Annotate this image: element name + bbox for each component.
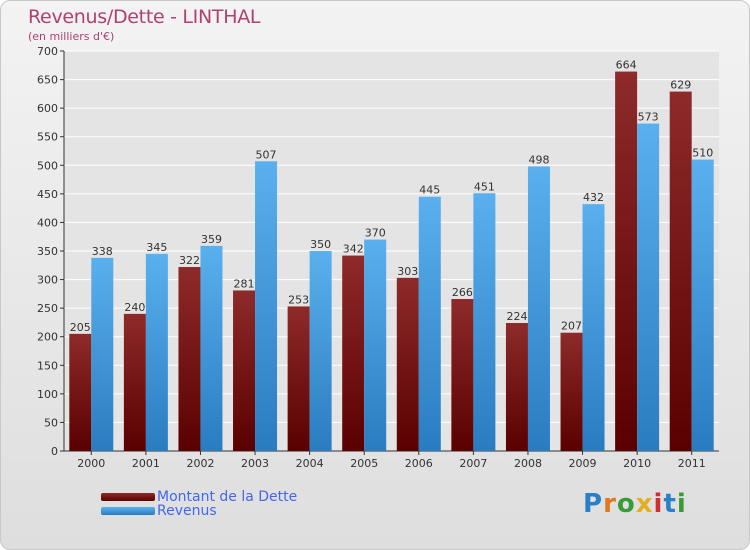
logo-letter: x	[635, 489, 654, 519]
data-label-debt: 664	[616, 59, 637, 72]
data-label-revenue: 451	[474, 180, 495, 193]
data-label-revenue: 573	[638, 111, 659, 124]
data-label-debt: 240	[124, 301, 145, 314]
bar-debt	[615, 71, 638, 452]
bar-revenue	[309, 251, 332, 451]
data-label-revenue: 510	[692, 147, 713, 160]
bar-debt	[669, 91, 692, 452]
y-tick-label: 0	[51, 445, 58, 458]
y-tick-label: 500	[37, 159, 58, 172]
bar-revenue	[637, 123, 660, 452]
data-label-debt: 207	[561, 320, 582, 333]
logo-letter: t	[663, 489, 677, 519]
bar-debt	[287, 306, 310, 451]
bar-debt	[342, 255, 365, 451]
y-tick-label: 650	[37, 74, 58, 87]
bar-revenue	[527, 166, 550, 451]
legend-item-revenue: Revenus	[101, 503, 217, 519]
bar-debt	[69, 333, 92, 451]
data-label-debt: 205	[70, 321, 91, 334]
data-label-revenue: 345	[146, 241, 167, 254]
bar-revenue	[145, 253, 168, 451]
bar-revenue	[364, 239, 387, 451]
chart-title: Revenus/Dette - LINTHAL	[28, 6, 261, 28]
data-label-revenue: 350	[310, 238, 331, 251]
y-tick-label: 400	[37, 216, 58, 229]
y-tick-label: 50	[44, 416, 58, 429]
bar-debt	[123, 313, 146, 451]
bar-revenue	[418, 196, 441, 451]
bar-debt	[178, 267, 201, 451]
legend-swatch-debt	[101, 493, 155, 501]
data-label-revenue: 432	[583, 191, 604, 204]
bar-debt	[560, 332, 583, 451]
bar-revenue	[91, 257, 114, 451]
x-tick-label: 2003	[241, 457, 269, 470]
data-label-revenue: 370	[365, 227, 386, 240]
x-tick-label: 2002	[186, 457, 214, 470]
x-tick-label: 2011	[678, 457, 706, 470]
x-tick-label: 2010	[623, 457, 651, 470]
bar-debt	[451, 299, 474, 451]
data-label-revenue: 498	[528, 153, 549, 166]
data-label-debt: 322	[179, 254, 200, 267]
y-tick-label: 700	[37, 45, 58, 58]
y-tick-label: 350	[37, 245, 58, 258]
y-tick-label: 550	[37, 131, 58, 144]
bar-debt	[505, 323, 528, 451]
bar-debt	[396, 277, 419, 451]
bar-debt	[233, 290, 256, 451]
legend-label-revenue: Revenus	[157, 503, 217, 519]
data-label-revenue: 445	[419, 184, 440, 197]
y-tick-label: 300	[37, 274, 58, 287]
proxiti-logo: Proxiti	[583, 489, 687, 519]
bar-revenue	[255, 161, 278, 452]
x-tick-label: 2009	[569, 457, 597, 470]
logo-letter: o	[616, 489, 636, 519]
data-label-debt: 342	[343, 243, 364, 256]
data-label-revenue: 359	[201, 233, 222, 246]
bar-revenue	[691, 159, 714, 452]
x-tick-label: 2006	[405, 457, 433, 470]
data-label-revenue: 338	[92, 245, 113, 258]
data-label-debt: 253	[288, 293, 309, 306]
data-label-debt: 303	[397, 265, 418, 278]
logo-letter: r	[603, 489, 617, 519]
legend-swatch-revenue	[101, 507, 155, 515]
y-tick-label: 200	[37, 331, 58, 344]
logo-letter: i	[653, 489, 664, 519]
legend-item-debt: Montant de la Dette	[101, 489, 297, 505]
chart-subtitle: (en milliers d'€)	[28, 30, 115, 43]
x-tick-label: 2007	[459, 457, 487, 470]
data-label-debt: 266	[452, 286, 473, 299]
y-tick-label: 100	[37, 388, 58, 401]
bar-revenue	[582, 204, 605, 451]
y-tick-label: 600	[37, 102, 58, 115]
bar-revenue	[200, 245, 223, 451]
logo-letter: P	[583, 489, 604, 519]
x-tick-label: 2004	[296, 457, 324, 470]
y-tick-label: 150	[37, 359, 58, 372]
x-tick-label: 2000	[77, 457, 105, 470]
y-tick-label: 250	[37, 302, 58, 315]
data-label-debt: 224	[506, 310, 527, 323]
y-tick-label: 450	[37, 188, 58, 201]
data-label-revenue: 507	[256, 148, 277, 161]
bar-revenue	[473, 193, 496, 452]
x-tick-label: 2005	[350, 457, 378, 470]
legend-label-debt: Montant de la Dette	[157, 489, 298, 505]
data-label-debt: 281	[234, 277, 255, 290]
logo-letter: i	[676, 489, 687, 519]
x-tick-label: 2008	[514, 457, 542, 470]
x-tick-label: 2001	[132, 457, 160, 470]
data-label-debt: 629	[670, 79, 691, 92]
